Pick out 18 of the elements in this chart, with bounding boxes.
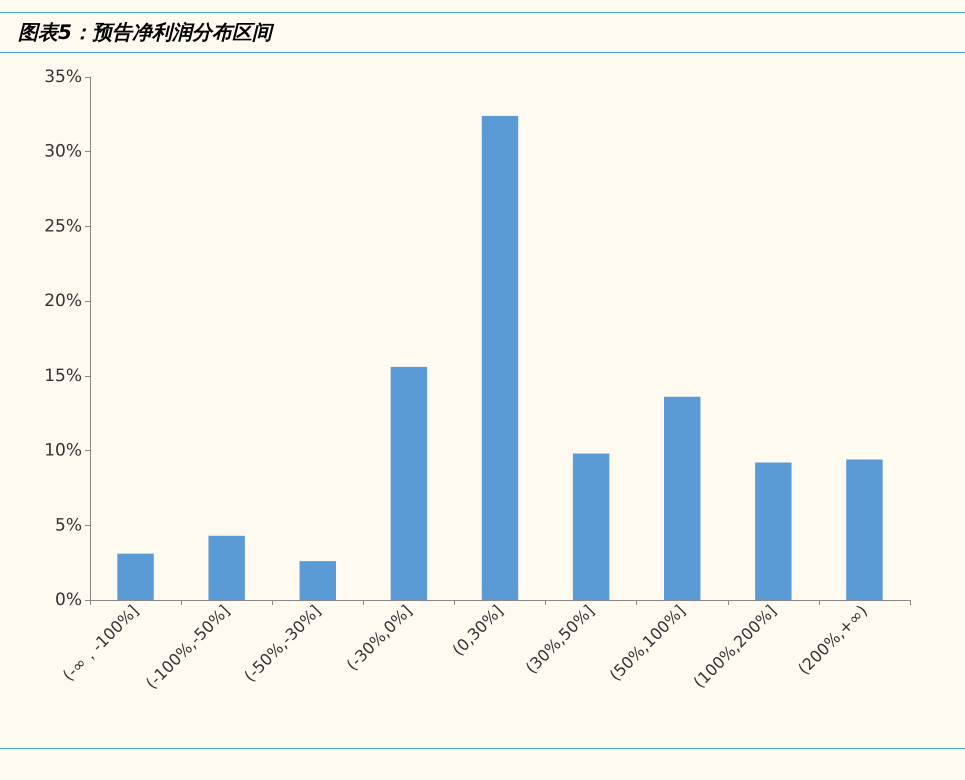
bar (482, 116, 518, 600)
bar (300, 561, 336, 600)
y-tick-label: 5% (55, 515, 82, 536)
bar (846, 460, 883, 600)
bar (664, 396, 700, 600)
bar (755, 462, 792, 600)
y-tick-label: 20% (44, 291, 82, 312)
bar (117, 554, 154, 600)
bar (390, 366, 428, 600)
y-tick-label: 35% (44, 67, 82, 87)
y-tick-label: 30% (44, 142, 82, 162)
y-tick-label: 15% (44, 366, 82, 386)
y-tick-label: 0% (55, 590, 82, 610)
y-tick-label: 25% (44, 216, 82, 236)
bar (208, 536, 245, 600)
y-tick-label: 10% (44, 440, 82, 461)
bar (572, 454, 610, 600)
chart-title: 图表5：预告净利润分布区间 (0, 12, 965, 53)
